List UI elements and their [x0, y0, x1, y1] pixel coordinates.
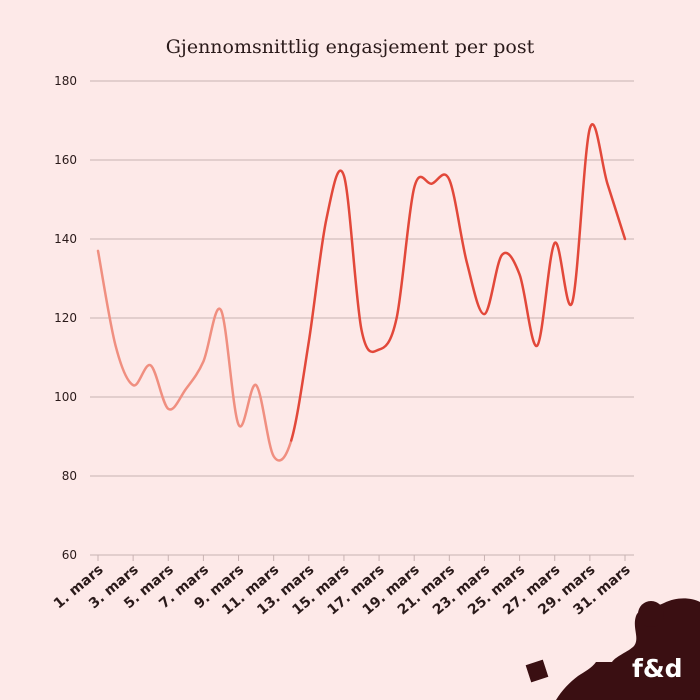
series-line-segment-2	[289, 123, 627, 442]
logo-text: f&d	[632, 654, 683, 683]
y-tick-label: 160	[54, 153, 77, 167]
brand-logo	[525, 598, 700, 700]
series-line-segment-1	[96, 249, 293, 462]
logo-blob-shape	[556, 598, 700, 700]
y-tick-label: 60	[62, 548, 77, 562]
data-line	[96, 123, 627, 462]
y-tick-label: 120	[54, 311, 77, 325]
chart-title: Gjennomsnittlig engasjement per post	[165, 36, 535, 58]
y-tick-label: 80	[62, 469, 77, 483]
y-tick-label: 100	[54, 390, 77, 404]
logo-diamond-shape	[525, 659, 549, 683]
logo-dot-shape	[638, 601, 664, 627]
y-tick-label: 140	[54, 232, 77, 246]
y-axis-ticks: 60 80 100 120 140 160 180	[54, 74, 77, 562]
y-tick-label: 180	[54, 74, 77, 88]
gridlines	[90, 80, 634, 556]
